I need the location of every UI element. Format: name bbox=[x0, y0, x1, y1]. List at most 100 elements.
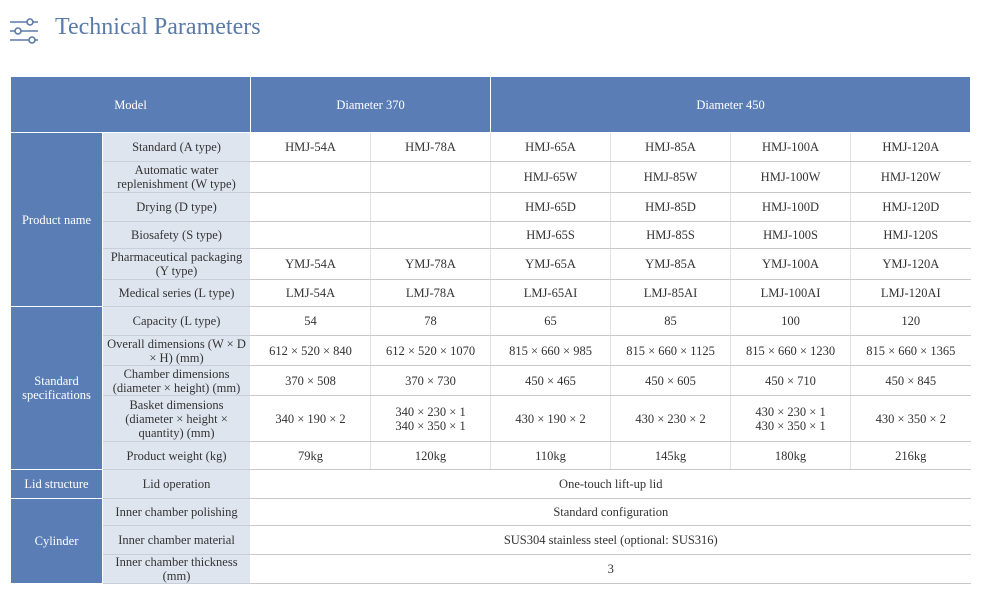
data-cell: 815 × 660 × 1230 bbox=[730, 335, 851, 366]
row-label: Inner chamber material bbox=[101, 525, 252, 555]
data-cell: 430 × 350 × 2 bbox=[850, 395, 971, 442]
data-cell: HMJ-100S bbox=[730, 221, 851, 249]
data-cell: 815 × 660 × 1365 bbox=[850, 335, 971, 366]
row-label: Biosafety (S type) bbox=[101, 221, 252, 249]
data-cell: HMJ-65A bbox=[490, 132, 611, 162]
row-label: Chamber dimensions (diameter × height) (… bbox=[101, 365, 252, 396]
data-cell: HMJ-120D bbox=[850, 192, 971, 222]
cell-line: 430 × 350 × 1 bbox=[755, 418, 826, 433]
table-row: Automatic water replenishment (W type) HM… bbox=[11, 161, 971, 193]
table-row: Overall dimensions (W × D × H) (mm) 612 ×… bbox=[11, 335, 971, 366]
data-cell: 100 bbox=[730, 306, 851, 336]
data-cell: HMJ-85S bbox=[610, 221, 731, 249]
spec-table: Model Diameter 370 Diameter 450 Product … bbox=[9, 76, 972, 584]
group-label: Product name bbox=[10, 132, 103, 307]
data-cell: YMJ-100A bbox=[730, 248, 851, 280]
row-label: Basket dimensions (diameter × height × q… bbox=[101, 395, 252, 442]
page-title: Technical Parameters bbox=[55, 14, 261, 40]
table-row: Basket dimensions (diameter × height × q… bbox=[11, 395, 971, 442]
table-row: Chamber dimensions (diameter × height) (… bbox=[11, 365, 971, 396]
table-row: Inner chamber material SUS304 stainless s… bbox=[11, 525, 971, 555]
data-cell: 145kg bbox=[610, 441, 731, 470]
data-cell: 3 bbox=[250, 554, 971, 584]
data-cell: One-touch lift-up lid bbox=[250, 469, 971, 499]
group-label: Cylinder bbox=[10, 498, 103, 584]
data-cell: LMJ-78A bbox=[370, 279, 491, 307]
data-cell: YMJ-65A bbox=[490, 248, 611, 280]
table-row: Drying (D type) HMJ-65D HMJ-85D HMJ-100D HMJ… bbox=[11, 192, 971, 222]
data-cell: 85 bbox=[610, 306, 731, 336]
data-cell: HMJ-54A bbox=[250, 132, 371, 162]
table-row: Product name Standard (A type) HMJ-54A HMJ-… bbox=[10, 132, 971, 307]
data-cell: 450 × 605 bbox=[610, 365, 731, 396]
empty-cell bbox=[370, 192, 491, 222]
data-cell: 370 × 730 bbox=[370, 365, 491, 396]
data-cell: HMJ-100W bbox=[730, 161, 851, 193]
data-cell: LMJ-100AI bbox=[730, 279, 851, 307]
row-label: Overall dimensions (W × D × H) (mm) bbox=[101, 335, 252, 366]
data-cell: LMJ-65AI bbox=[490, 279, 611, 307]
row-label: Pharmaceutical packaging (Y type) bbox=[101, 248, 252, 280]
table-row: Inner chamber thickness (mm) 3 bbox=[11, 554, 971, 584]
row-label: Inner chamber thickness (mm) bbox=[101, 554, 252, 584]
data-cell: 430 × 190 × 2 bbox=[490, 395, 611, 442]
data-cell: HMJ-65S bbox=[490, 221, 611, 249]
row-label: Medical series (L type) bbox=[101, 279, 252, 307]
data-cell: 340 × 230 × 1 340 × 350 × 1 bbox=[370, 395, 491, 442]
row-label: Inner chamber polishing bbox=[101, 498, 252, 526]
empty-cell bbox=[250, 161, 371, 193]
data-cell: HMJ-85W bbox=[610, 161, 731, 193]
row-label: Capacity (L type) bbox=[101, 306, 252, 336]
data-cell: 612 × 520 × 840 bbox=[250, 335, 371, 366]
data-cell: 815 × 660 × 985 bbox=[490, 335, 611, 366]
data-cell: LMJ-85AI bbox=[610, 279, 731, 307]
table-row: Standard specifications Capacity (L type)… bbox=[10, 306, 971, 470]
data-cell: 54 bbox=[250, 306, 371, 336]
data-cell: LMJ-120AI bbox=[850, 279, 971, 307]
table-row: Biosafety (S type) HMJ-65S HMJ-85S HMJ-100S… bbox=[11, 221, 971, 249]
data-cell: Standard configuration bbox=[250, 498, 971, 526]
table-row: Product weight (kg) 79kg 120kg 110kg 145kg 18… bbox=[11, 441, 971, 470]
data-cell: YMJ-78A bbox=[370, 248, 491, 280]
data-cell: 216kg bbox=[850, 441, 971, 470]
data-cell: 430 × 230 × 1 430 × 350 × 1 bbox=[730, 395, 851, 442]
empty-cell bbox=[250, 221, 371, 249]
data-cell: HMJ-78A bbox=[370, 132, 491, 162]
data-cell: 65 bbox=[490, 306, 611, 336]
empty-cell bbox=[250, 192, 371, 222]
data-cell: 450 × 710 bbox=[730, 365, 851, 396]
data-cell: YMJ-120A bbox=[850, 248, 971, 280]
settings-icon bbox=[10, 18, 38, 44]
data-cell: 180kg bbox=[730, 441, 851, 470]
data-cell: LMJ-54A bbox=[250, 279, 371, 307]
data-cell: YMJ-85A bbox=[610, 248, 731, 280]
header-cell: Model bbox=[9, 76, 252, 133]
data-cell: HMJ-120W bbox=[850, 161, 971, 193]
row-label: Product weight (kg) bbox=[101, 441, 252, 470]
data-cell: 120 bbox=[850, 306, 971, 336]
data-cell: 110kg bbox=[490, 441, 611, 470]
empty-cell bbox=[370, 161, 491, 193]
data-cell: 450 × 465 bbox=[490, 365, 611, 396]
table-row: Lid structure Lid operation One-touch lift… bbox=[10, 469, 971, 499]
table-row: Cylinder Inner chamber polishing Standard … bbox=[10, 498, 971, 584]
header-cell: Diameter 450 bbox=[490, 76, 972, 133]
data-cell: HMJ-120A bbox=[850, 132, 971, 162]
table-row: Pharmaceutical packaging (Y type) YMJ-54A… bbox=[11, 248, 971, 280]
data-cell: 79kg bbox=[250, 441, 371, 470]
data-cell: HMJ-65W bbox=[490, 161, 611, 193]
group-label: Standard specifications bbox=[10, 306, 103, 470]
data-cell: HMJ-85D bbox=[610, 192, 731, 222]
row-label: Drying (D type) bbox=[101, 192, 252, 222]
data-cell: HMJ-65D bbox=[490, 192, 611, 222]
data-cell: 120kg bbox=[370, 441, 491, 470]
cell-line: 340 × 230 × 1 bbox=[395, 404, 466, 419]
cell-line: 430 × 230 × 1 bbox=[755, 404, 826, 419]
data-cell: 450 × 845 bbox=[850, 365, 971, 396]
data-cell: 612 × 520 × 1070 bbox=[370, 335, 491, 366]
row-label: Lid operation bbox=[101, 469, 252, 499]
row-label: Automatic water replenishment (W type) bbox=[101, 161, 252, 193]
group-label: Lid structure bbox=[10, 469, 103, 499]
data-cell: HMJ-120S bbox=[850, 221, 971, 249]
